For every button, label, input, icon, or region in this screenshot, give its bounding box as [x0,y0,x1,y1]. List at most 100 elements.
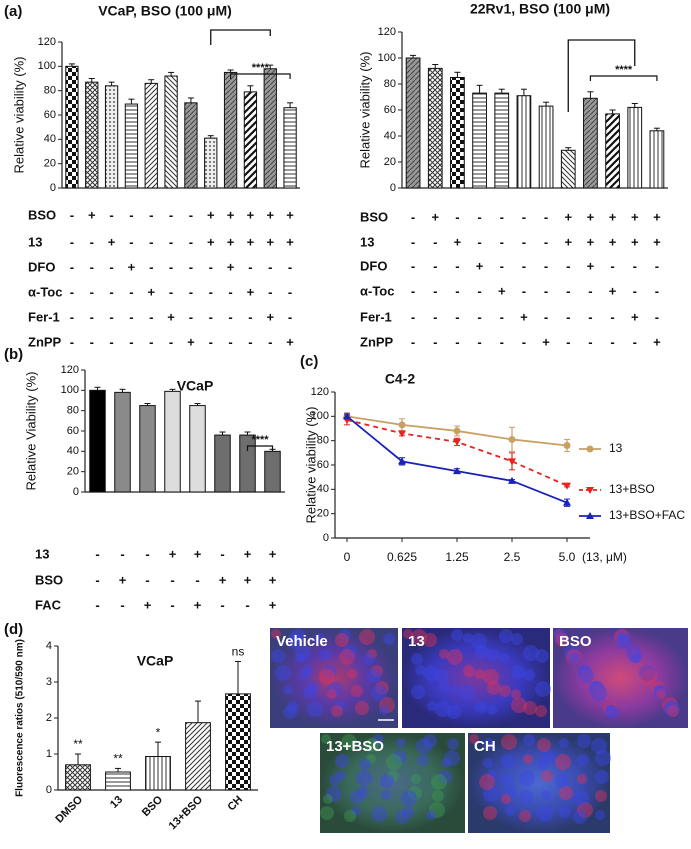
x-tick-label: 1.25 [445,550,469,564]
condition-sign: - [566,334,570,349]
condition-sign: - [522,334,526,349]
cell [271,649,285,663]
bar [214,434,231,493]
condition-sign: - [588,309,592,324]
condition-sign: - [433,258,437,273]
condition-label: FAC [35,597,62,612]
bar [516,95,532,189]
condition-sign: - [655,309,659,324]
cell [426,810,436,820]
cell [451,629,463,641]
bar [263,68,277,189]
condition-sign: - [248,334,252,349]
y-tick-label: 40 [67,445,79,457]
cell [595,790,607,802]
condition-sign: + [269,546,277,561]
cell [577,774,587,784]
condition-sign: + [247,234,255,249]
condition-sign: - [189,284,193,299]
cell [439,681,451,693]
bar [264,450,281,493]
cell [375,681,389,695]
cell [559,786,573,800]
cell [339,649,355,665]
cell [519,810,531,822]
cell [581,669,591,679]
condition-sign: + [207,207,215,222]
cell [631,653,641,663]
condition-sign: - [411,234,415,249]
condition-sign: - [655,283,659,298]
condition-sign: - [129,234,133,249]
cell [396,738,406,748]
cell [535,681,551,697]
condition-sign: + [269,572,277,587]
condition-sign: - [169,259,173,274]
y-tick-label: 100 [311,410,329,422]
condition-sign: - [655,258,659,273]
condition-sign: + [587,258,595,273]
condition-sign: + [286,234,294,249]
condition-sign: - [90,259,94,274]
cell [463,633,473,643]
point [563,442,571,450]
cell [341,734,357,750]
cell [523,754,533,764]
condition-sign: - [169,207,173,222]
cell [591,738,607,754]
cell [573,790,589,806]
cell [475,645,489,659]
condition-sign: + [227,234,235,249]
cell [431,774,447,790]
condition-sign: + [269,597,277,612]
cell [511,665,525,679]
condition-sign: + [653,209,661,224]
condition-sign: + [169,546,177,561]
y-tick-label: 20 [67,466,79,478]
bar [164,390,181,493]
cell [438,770,452,784]
condition-label: 13 [360,234,374,249]
condition-sign: - [268,334,272,349]
cell [386,754,402,770]
point [453,427,461,435]
microscopy-image [553,628,688,728]
cell [554,629,564,639]
condition-sign: - [522,283,526,298]
significance-label: ** [113,752,123,766]
significance-label: ** [73,737,83,751]
cell [595,810,605,820]
bar [89,389,106,493]
y-tick-label: 100 [61,384,79,396]
cell [303,685,317,699]
condition-sign: - [633,258,637,273]
condition-label: BSO [28,207,56,222]
cell [603,701,617,715]
significance-line [589,75,658,81]
cell [351,685,363,697]
cell [604,701,614,711]
cell [656,689,666,699]
condition-sign: - [189,309,193,324]
condition-sign: - [477,234,481,249]
condition-sign: - [477,309,481,324]
y-axis-label: Relative viability (%) [11,56,26,173]
cell [591,685,607,701]
cell [537,738,551,752]
y-tick-label: 40 [317,483,329,495]
condition-sign: - [70,234,74,249]
condition-sign: + [108,234,116,249]
y-tick-label: 2 [46,712,52,724]
point [343,412,351,420]
microscopy-image [402,628,550,728]
condition-sign: + [653,334,661,349]
condition-sign: + [520,309,528,324]
cell [653,685,667,699]
cell [365,738,379,752]
cell [363,653,375,665]
cell [327,681,343,697]
condition-sign: - [120,597,124,612]
condition-sign: - [288,309,292,324]
condition-sign: - [433,334,437,349]
condition-label: Fer-1 [360,309,392,324]
